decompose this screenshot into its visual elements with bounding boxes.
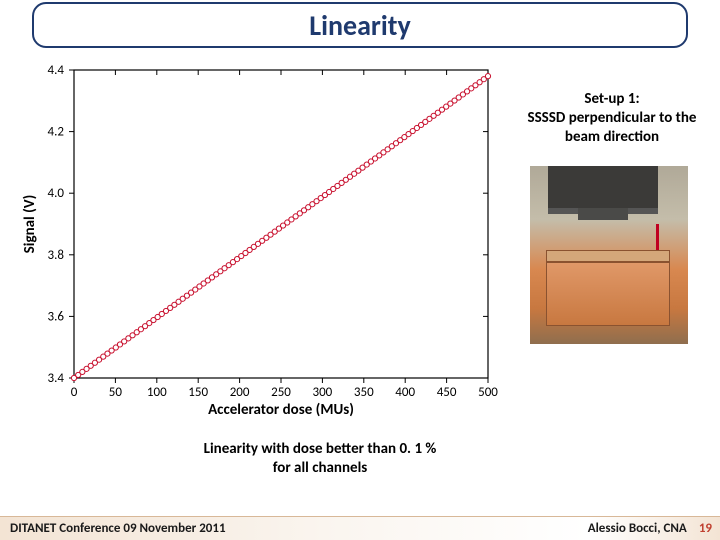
note-line1: Linearity with dose better than 0. 1 % [150, 440, 490, 459]
photo-gantry [548, 166, 658, 214]
photo-phantom-lid [546, 250, 670, 262]
svg-text:100: 100 [147, 385, 167, 400]
note-line2: for all channels [150, 459, 490, 478]
slide-title: Linearity [309, 8, 410, 43]
svg-text:150: 150 [188, 385, 208, 400]
footer-conference: DITANET Conference 09 November 2011 [0, 517, 588, 540]
svg-text:0: 0 [71, 385, 78, 400]
svg-text:50: 50 [109, 385, 123, 400]
svg-text:300: 300 [313, 385, 333, 400]
setup-line2: SSSSD perpendicular to the beam directio… [514, 109, 710, 147]
svg-text:4.2: 4.2 [48, 125, 65, 140]
slide-title-bar: Linearity [32, 2, 688, 48]
chart-svg: 0 50 100 150 200 250 300 350 400 450 500 3.4 3.6 3.8 4… [18, 62, 498, 420]
setup-photo [530, 166, 688, 344]
beam-arrow-icon [656, 224, 659, 252]
photo-phantom [546, 262, 670, 326]
svg-text:4.4: 4.4 [48, 63, 65, 78]
svg-text:400: 400 [395, 385, 415, 400]
svg-text:Accelerator dose (MUs): Accelerator dose (MUs) [208, 401, 354, 419]
svg-text:200: 200 [230, 385, 250, 400]
setup-line1: Set-up 1: [514, 90, 710, 109]
svg-text:Signal (V): Signal (V) [21, 195, 39, 254]
footer-page-number: 19 [699, 521, 712, 536]
svg-text:250: 250 [271, 385, 291, 400]
linearity-chart: 0 50 100 150 200 250 300 350 400 450 500 3.4 3.6 3.8 4… [18, 62, 498, 420]
svg-text:4.0: 4.0 [48, 186, 65, 201]
svg-text:350: 350 [354, 385, 374, 400]
svg-text:3.6: 3.6 [48, 309, 65, 324]
setup-caption: Set-up 1: SSSSD perpendicular to the bea… [514, 90, 710, 146]
svg-text:3.4: 3.4 [48, 371, 65, 386]
linearity-note: Linearity with dose better than 0. 1 % f… [150, 440, 490, 478]
svg-text:500: 500 [478, 385, 498, 400]
svg-text:450: 450 [437, 385, 457, 400]
svg-text:3.8: 3.8 [48, 248, 65, 263]
footer-author: Alessio Bocci, CNA [588, 521, 687, 536]
slide-footer: DITANET Conference 09 November 2011 Ales… [0, 516, 720, 540]
